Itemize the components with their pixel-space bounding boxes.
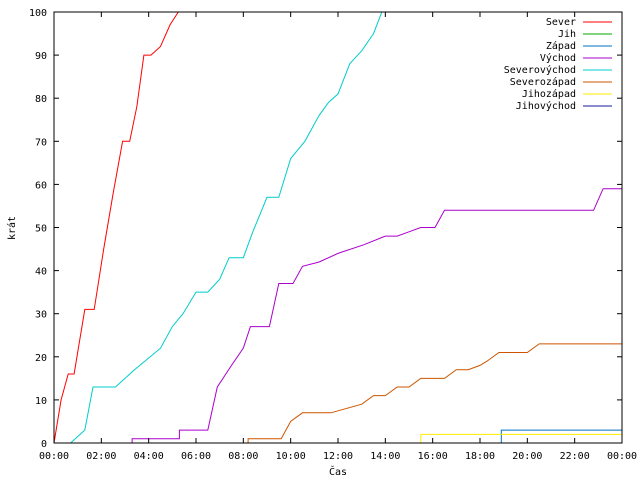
series-line-severozápad <box>54 343 622 444</box>
y-tick-label: 60 <box>35 180 47 191</box>
y-tick-label: 0 <box>41 439 47 450</box>
legend-label: Východ <box>540 52 576 64</box>
x-tick-label: 16:00 <box>418 451 448 462</box>
x-tick-label: 04:00 <box>134 451 164 462</box>
y-tick-label: 40 <box>35 267 47 278</box>
y-tick-label: 80 <box>35 94 47 105</box>
x-tick-label: 06:00 <box>181 451 211 462</box>
legend-label: Jihozápad <box>522 88 576 100</box>
y-tick-label: 20 <box>35 353 47 364</box>
y-tick-label: 10 <box>35 396 47 407</box>
y-tick-label: 100 <box>29 8 47 19</box>
x-tick-label: 22:00 <box>560 451 590 462</box>
legend-label: Sever <box>546 17 576 28</box>
legend-label: Jihovýchod <box>516 100 576 112</box>
y-tick-label: 50 <box>35 224 47 235</box>
axes-layer: 0 10 20 30 40 50 60 70 80 90 100 00:00 02:00 04:00 06:… <box>29 8 637 462</box>
legend-label: Severozápad <box>510 76 576 88</box>
x-tick-label: 02:00 <box>86 451 116 462</box>
x-tick-label: 08:00 <box>228 451 258 462</box>
x-axis-title: Čas <box>329 465 347 478</box>
y-tick-label: 70 <box>35 137 47 148</box>
legend: SeverJihZápadVýchodSeverovýchodSeverozáp… <box>504 17 612 112</box>
x-tick-label: 18:00 <box>465 451 495 462</box>
x-tick-label: 12:00 <box>323 451 353 462</box>
legend-label: Západ <box>546 40 576 52</box>
x-tick-label: 10:00 <box>276 451 306 462</box>
x-tick-label: 14:00 <box>370 451 400 462</box>
legend-label: Jih <box>558 29 576 40</box>
y-tick-label: 90 <box>35 51 47 62</box>
y-axis-title: krát <box>6 216 18 240</box>
x-tick-label: 00:00 <box>607 451 637 462</box>
legend-label: Severovýchod <box>504 64 576 76</box>
x-tick-label: 00:00 <box>39 451 69 462</box>
x-tick-label: 20:00 <box>512 451 542 462</box>
series-line-východ <box>54 188 622 444</box>
series-line-sever <box>53 11 179 444</box>
y-tick-label: 30 <box>35 310 47 321</box>
series-line-severovýchod <box>54 11 383 444</box>
